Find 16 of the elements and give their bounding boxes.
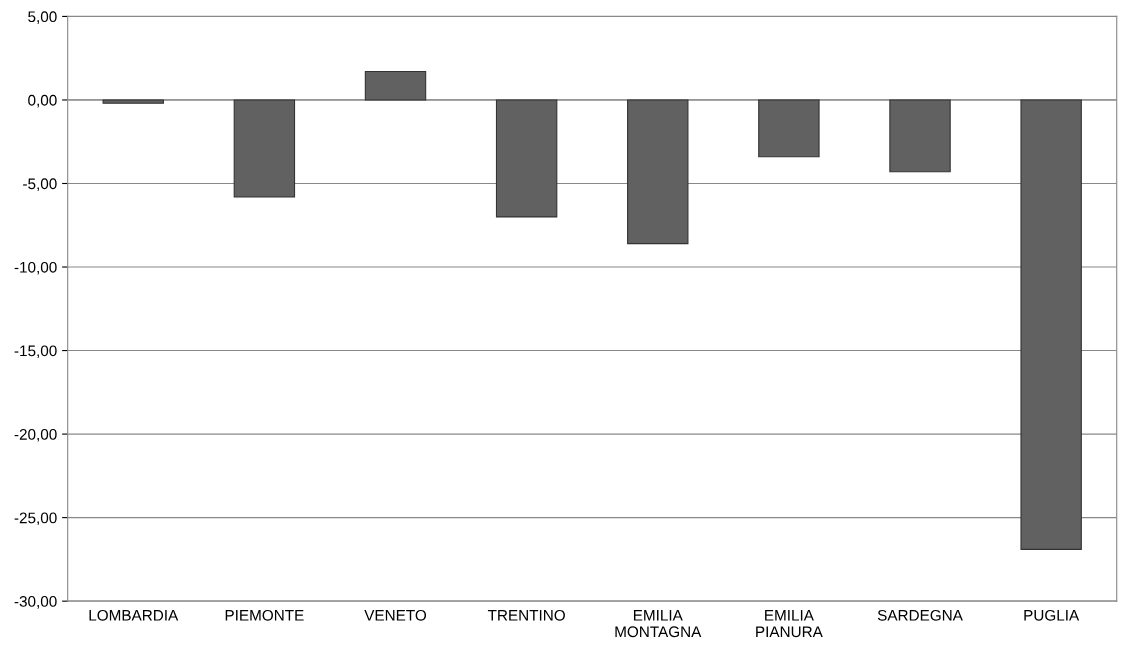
- x-tick-label: SARDEGNA: [877, 609, 963, 621]
- y-tick-label: -30,00: [14, 596, 57, 609]
- y-tick-label: 0,00: [28, 94, 57, 108]
- x-tick-label: PUGLIA: [1024, 609, 1080, 621]
- y-tick-label: 5,00: [28, 11, 57, 24]
- x-tick-label: EMILIA PIANURA: [756, 610, 823, 638]
- y-tick-label: -5,00: [23, 178, 57, 191]
- y-tick-label: -20,00: [14, 428, 57, 442]
- x-tick-label: PIEMONTE: [225, 609, 304, 621]
- y-tick-label: -10,00: [14, 261, 57, 275]
- x-tick-label: TRENTINO: [487, 609, 565, 621]
- y-tick-label: -25,00: [14, 512, 57, 526]
- x-tick-label: LOMBARDIA: [89, 609, 179, 621]
- x-tick-label: EMILIA MONTAGNA: [615, 610, 702, 638]
- x-tick-label: VENETO: [364, 609, 427, 621]
- y-tick-label: -15,00: [14, 345, 57, 359]
